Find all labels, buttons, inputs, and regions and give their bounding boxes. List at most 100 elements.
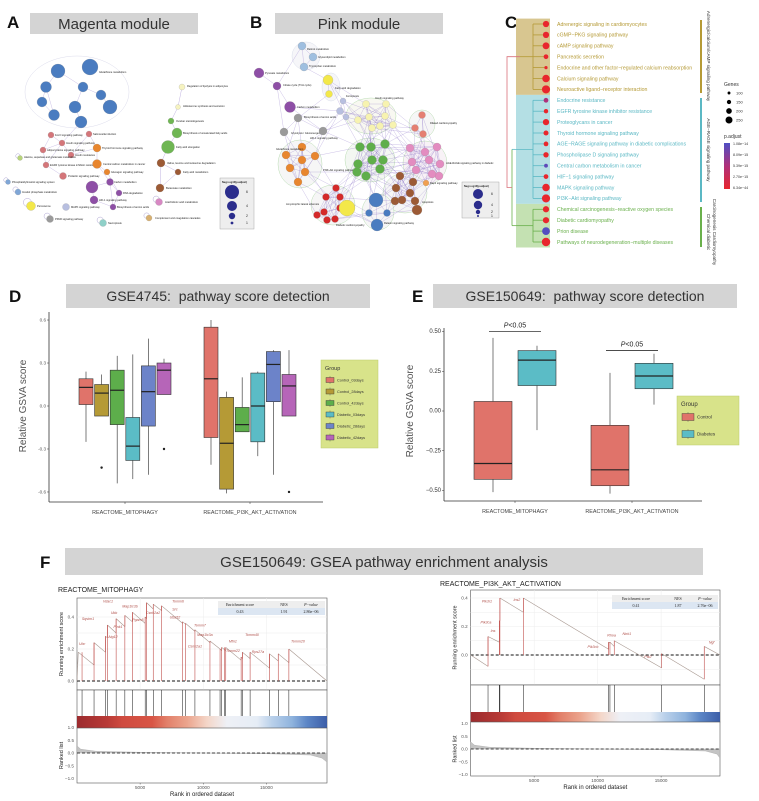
network-node-label: Central carbon metabolism in cancer	[103, 162, 145, 166]
term-dot	[543, 108, 549, 114]
network-edge	[411, 133, 424, 163]
term-label: Prion disease	[557, 229, 589, 235]
network-edge	[70, 133, 90, 156]
box-diabetic_03days	[250, 372, 266, 443]
network-node	[58, 139, 66, 147]
box-diabetes	[517, 350, 557, 386]
boxplot-gse4745: -0.6 -0.3 0.0 0.3 0.6 Relative GSVA score REAC…	[18, 312, 379, 516]
table-value: 1.91	[281, 609, 288, 614]
network-node	[391, 183, 401, 193]
term-dot	[542, 183, 550, 192]
network-node	[50, 63, 66, 79]
network-node	[102, 99, 118, 115]
gene-label: Map1lc3b	[122, 604, 138, 608]
network-edge	[276, 45, 303, 87]
term-dot	[541, 85, 551, 94]
legend-title: Group	[325, 366, 340, 372]
gene-label: Ptk2	[644, 655, 651, 659]
panel-letter-a: A	[7, 13, 19, 32]
legend-label: Control	[697, 414, 712, 419]
y-axis-label-top: Running enrichment score	[59, 612, 65, 676]
gene-label: Tomm6	[172, 600, 184, 604]
network-node	[361, 171, 371, 181]
gene-label: Ubc	[79, 642, 86, 646]
network-edge	[412, 146, 438, 183]
network-node	[427, 169, 437, 179]
box-control_28days	[94, 384, 109, 417]
es-curve	[523, 597, 609, 650]
network-node	[39, 146, 47, 154]
network-node-label: Salmonella infection	[93, 132, 117, 136]
box-control_03days	[78, 378, 94, 405]
es-curve	[78, 651, 95, 666]
network-edge	[375, 161, 413, 201]
network-edge	[325, 196, 336, 220]
panel-letter-f: F	[40, 553, 50, 572]
network-node	[368, 192, 384, 208]
network-edge	[283, 131, 299, 183]
network-node-label: Ferroptosis	[346, 94, 360, 98]
legend-size-circle	[475, 209, 481, 215]
cluster-hull	[24, 55, 130, 129]
network-node	[370, 218, 384, 232]
network-edge	[285, 117, 299, 156]
color-legend-label: 8.09e−15	[733, 153, 748, 157]
table-header: P−value	[697, 596, 712, 601]
network-edge	[285, 154, 316, 157]
y-tick-label: 0.50	[429, 329, 441, 335]
table-value: 0.43	[237, 609, 244, 614]
network-node	[174, 168, 182, 176]
network-pink: Retinol metabolism Glycerolipid metabolis…	[253, 41, 500, 232]
term-dot	[542, 206, 550, 213]
network-node-label: Prolactin signaling pathway	[68, 174, 100, 178]
network-node	[85, 180, 99, 194]
title-bar-b	[275, 13, 443, 34]
gene-label: Tomm7	[194, 624, 207, 628]
term-dot	[542, 118, 550, 126]
term-label: PI3K−Akt signaling pathway	[557, 196, 622, 202]
es-curve	[209, 640, 221, 650]
es-curve	[182, 621, 186, 625]
network-node	[297, 155, 307, 165]
gene-label: Pink1	[114, 625, 123, 629]
network-edge	[359, 116, 370, 148]
legend-size-circle	[477, 215, 479, 217]
term-dot	[543, 152, 549, 158]
network-node	[323, 216, 331, 224]
network-edge	[289, 106, 341, 112]
network-node	[420, 147, 430, 157]
legend-key	[325, 423, 335, 429]
network-edge	[322, 110, 341, 132]
network-node	[109, 203, 117, 211]
y-tick-label: 0.6	[40, 318, 47, 323]
gsea-title: REACTOME_MITOPHAGY	[58, 587, 144, 594]
y-axis-label: Relative GSVA score	[18, 359, 29, 452]
x-tick-label: 5000	[135, 785, 146, 790]
network-edge	[297, 146, 303, 183]
network-node	[355, 142, 365, 152]
term-dot	[543, 141, 549, 147]
network-node	[313, 211, 321, 219]
network-edge	[415, 163, 441, 171]
y-axis-label-bottom: Ranked list	[59, 741, 65, 769]
title-gsea: GSE150649: GSEA pathway enrichment analy…	[220, 554, 548, 571]
gsea-pi3k-akt: REACTOME_PI3K_AKT_ACTIVATION 0.0 0.2 0.4 Pik…	[440, 581, 721, 791]
network-edge	[431, 146, 438, 175]
term-label: Proteoglycans in cancer	[557, 120, 613, 126]
y-tick-label: -0.3	[38, 447, 46, 452]
table-row-bg	[612, 602, 718, 609]
network-node	[145, 214, 153, 222]
x-axis-label: Rank in ordered dataset	[170, 792, 234, 798]
network-edge	[159, 162, 162, 189]
network-edge	[345, 116, 372, 148]
gene-label: Src	[172, 608, 178, 612]
network-node	[308, 52, 318, 62]
network-node-label: Insulin resistance	[75, 153, 96, 157]
legend-key	[681, 413, 695, 421]
network-node	[407, 157, 417, 167]
network-edge	[379, 125, 416, 129]
network-edge	[177, 86, 183, 108]
network-node-label: RNA degradation	[123, 191, 143, 195]
network-edge	[365, 103, 381, 127]
network-node	[293, 113, 303, 123]
